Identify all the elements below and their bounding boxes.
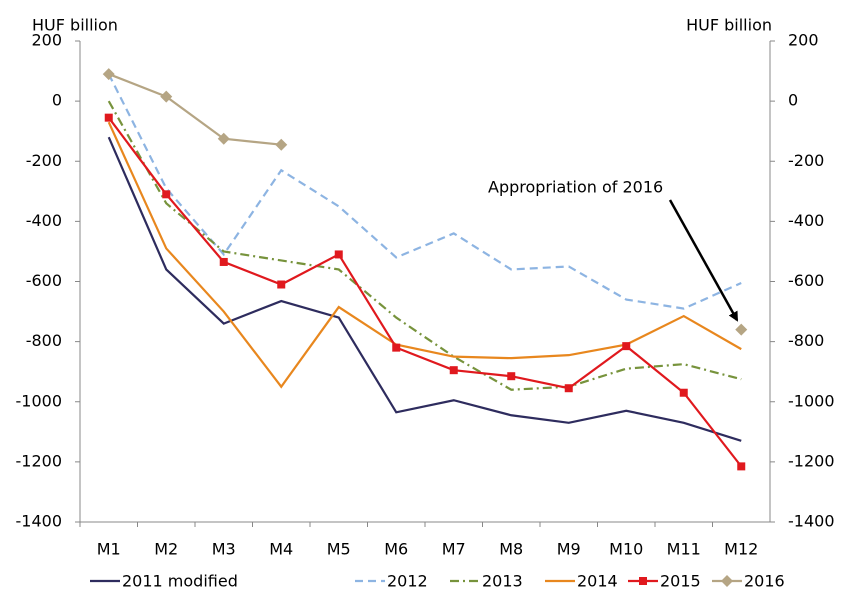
y2-axis-label: HUF billion bbox=[686, 16, 772, 35]
data-point bbox=[104, 113, 113, 122]
data-point bbox=[622, 342, 631, 351]
data-point bbox=[735, 323, 748, 336]
x-tick-label: M10 bbox=[609, 540, 643, 559]
data-point bbox=[275, 138, 288, 151]
series-line bbox=[109, 74, 742, 330]
data-point bbox=[392, 343, 401, 352]
y-tick-label: -1200 bbox=[16, 451, 63, 470]
y2-tick-label: 0 bbox=[788, 91, 798, 110]
x-tick-label: M12 bbox=[724, 540, 758, 559]
y2-tick-label: -1000 bbox=[788, 391, 835, 410]
y-tick-label: -600 bbox=[26, 271, 62, 290]
data-point bbox=[507, 372, 516, 381]
x-tick-label: M1 bbox=[97, 540, 121, 559]
x-tick-label: M2 bbox=[154, 540, 178, 559]
data-point bbox=[162, 190, 171, 199]
y-tick-label: -400 bbox=[26, 211, 62, 230]
y2-tick-label: -1400 bbox=[788, 512, 835, 531]
data-point bbox=[449, 366, 458, 375]
x-tick-label: M6 bbox=[384, 540, 408, 559]
legend-label: 2015 bbox=[660, 572, 701, 591]
series-line bbox=[107, 136, 742, 442]
data-point bbox=[160, 90, 173, 103]
x-tick-label: M7 bbox=[442, 540, 466, 559]
data-point bbox=[679, 388, 688, 397]
data-point bbox=[277, 280, 286, 289]
y2-tick-label: -1200 bbox=[788, 451, 835, 470]
data-point bbox=[102, 68, 115, 81]
x-tick-label: M9 bbox=[557, 540, 581, 559]
x-tick-label: M5 bbox=[327, 540, 351, 559]
data-point bbox=[217, 132, 230, 145]
x-tick-label: M4 bbox=[269, 540, 293, 559]
y-tick-label: 0 bbox=[52, 91, 62, 110]
legend-marker bbox=[639, 577, 647, 585]
legend-label: 2014 bbox=[577, 572, 618, 591]
data-point bbox=[737, 462, 746, 471]
legend-marker bbox=[721, 575, 733, 587]
y-tick-label: -800 bbox=[26, 331, 62, 350]
legend-label: 2012 bbox=[387, 572, 428, 591]
y2-tick-label: 200 bbox=[788, 31, 819, 50]
y2-tick-label: -400 bbox=[788, 211, 824, 230]
y-tick-label: 200 bbox=[31, 31, 62, 50]
series-line bbox=[107, 100, 742, 391]
y-axis-label: HUF billion bbox=[32, 16, 118, 35]
series-line bbox=[107, 116, 743, 468]
x-tick-label: M3 bbox=[212, 540, 236, 559]
y2-tick-label: -200 bbox=[788, 151, 824, 170]
x-tick-label: M8 bbox=[499, 540, 523, 559]
y-tick-label: -1000 bbox=[16, 391, 63, 410]
y-tick-label: -1400 bbox=[16, 512, 63, 531]
y-tick-label: -200 bbox=[26, 151, 62, 170]
data-point bbox=[334, 250, 343, 259]
legend-label: 2016 bbox=[744, 572, 785, 591]
series-line bbox=[107, 121, 742, 389]
legend-label: 2013 bbox=[482, 572, 523, 591]
annotation: Appropriation of 2016 bbox=[488, 178, 663, 197]
legend-label: 2011 modified bbox=[122, 572, 238, 591]
y2-tick-label: -800 bbox=[788, 331, 824, 350]
x-tick-label: M11 bbox=[667, 540, 701, 559]
y2-tick-label: -600 bbox=[788, 271, 824, 290]
annotation-arrow bbox=[668, 199, 739, 322]
data-point bbox=[219, 257, 228, 266]
data-point bbox=[564, 384, 573, 393]
